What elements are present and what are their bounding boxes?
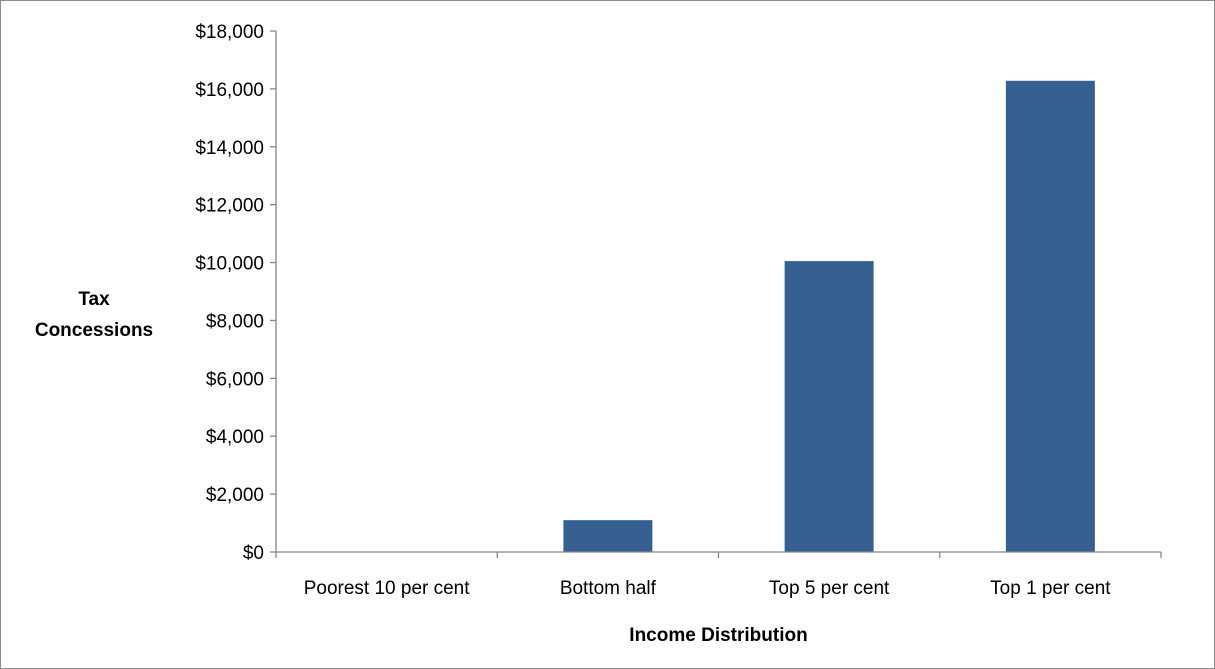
x-axis-ticks [275, 552, 1162, 558]
y-tick-label: $10,000 [195, 254, 264, 275]
y-tick-label: $2,000 [206, 485, 264, 506]
bar-top-5-per-cent [784, 261, 874, 552]
x-tick-label: Top 1 per cent [990, 578, 1111, 599]
x-axis-title: Income Distribution [629, 625, 807, 646]
bars-group [563, 80, 1095, 552]
y-axis-title-line-1: Tax [78, 289, 110, 310]
y-tick-label: $12,000 [195, 196, 264, 217]
x-tick-label: Bottom half [560, 578, 657, 599]
y-tick-label: $0 [243, 543, 264, 564]
x-tick-label: Poorest 10 per cent [304, 578, 471, 599]
bar-top-1-per-cent [1005, 80, 1095, 552]
x-tick-label: Top 5 per cent [769, 578, 890, 599]
y-tick-label: $18,000 [195, 22, 264, 43]
x-axis-tick-labels: Poorest 10 per cent Bottom half Top 5 per … [304, 578, 1112, 599]
bar-bottom-half [563, 520, 653, 552]
y-tick-label: $16,000 [195, 80, 264, 101]
y-axis-ticks: $0 $2,000 $4,000 $6,000 $8,000 $10,000 $12,000… [195, 22, 276, 564]
y-axis-title-line-2: Concessions [35, 320, 153, 341]
y-tick-label: $6,000 [206, 369, 264, 390]
y-tick-label: $14,000 [195, 138, 264, 159]
y-tick-label: $8,000 [206, 311, 264, 332]
y-tick-label: $4,000 [206, 427, 264, 448]
